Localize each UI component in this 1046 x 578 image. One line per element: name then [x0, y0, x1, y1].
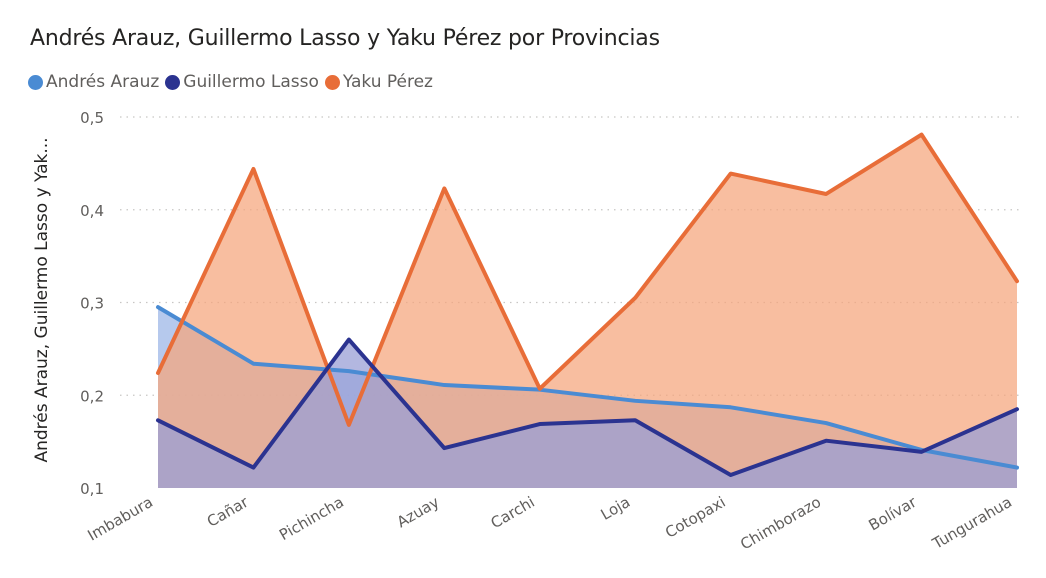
legend-item-perez[interactable]: Yaku Pérez: [324, 72, 433, 92]
legend: Andrés Arauz Guillermo Lasso Yaku Pérez: [28, 72, 439, 92]
x-tick-label: Bolívar: [865, 492, 920, 534]
y-tick-label: 0,4: [80, 202, 104, 220]
legend-marker-arauz: [28, 74, 43, 90]
legend-marker-perez: [324, 74, 340, 90]
y-tick-label: 0,2: [80, 387, 104, 405]
x-tick-label: Tungurahua: [928, 493, 1015, 553]
x-tick-label: Imbabura: [85, 493, 156, 545]
line-andr-s-arauz: [156, 305, 1019, 470]
x-tick-label: Carchi: [488, 493, 538, 532]
legend-item-arauz[interactable]: Andrés Arauz: [28, 72, 159, 92]
line-guillermo-lasso: [156, 337, 1019, 478]
line-yaku-p-rez: [156, 132, 1019, 427]
legend-label-lasso: Guillermo Lasso: [183, 72, 319, 92]
legend-label-perez: Yaku Pérez: [342, 72, 433, 92]
legend-item-lasso[interactable]: Guillermo Lasso: [165, 72, 319, 92]
y-tick-label: 0,3: [80, 295, 104, 313]
x-tick-label: Loja: [598, 493, 634, 524]
legend-marker-lasso: [165, 74, 181, 90]
x-tick-label: Pichincha: [276, 493, 347, 544]
y-tick-label: 0,1: [80, 480, 104, 498]
series-lines: [156, 132, 1019, 478]
x-tick-label: Cotopaxi: [662, 493, 729, 542]
x-tick-label: Azuay: [394, 493, 443, 532]
x-tick-label: Chimborazo: [737, 493, 824, 554]
y-axis-ticks: 0,1 0,2 0,3 0,4 0,5: [80, 109, 104, 498]
chart-title: Andrés Arauz, Guillermo Lasso y Yaku Pér…: [30, 26, 660, 51]
y-tick-label: 0,5: [80, 109, 104, 127]
series-areas: [158, 134, 1017, 488]
x-tick-label: Cañar: [204, 492, 252, 530]
y-axis-label: Andrés Arauz, Guillermo Lasso y Yak...: [32, 137, 52, 462]
x-axis-ticks: Imbabura Cañar Pichincha Azuay Carchi Loja Cot…: [85, 492, 1015, 553]
legend-label-arauz: Andrés Arauz: [46, 72, 160, 92]
